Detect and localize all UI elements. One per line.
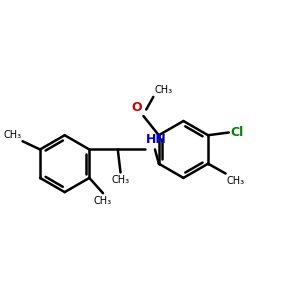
Text: CH₃: CH₃ [112,175,130,185]
Text: HN: HN [146,133,167,146]
Text: Cl: Cl [230,126,243,139]
Text: CH₃: CH₃ [94,196,112,206]
Text: O: O [132,101,142,114]
Text: CH₃: CH₃ [154,85,172,95]
Text: CH₃: CH₃ [226,176,244,186]
Text: CH₃: CH₃ [3,130,21,140]
